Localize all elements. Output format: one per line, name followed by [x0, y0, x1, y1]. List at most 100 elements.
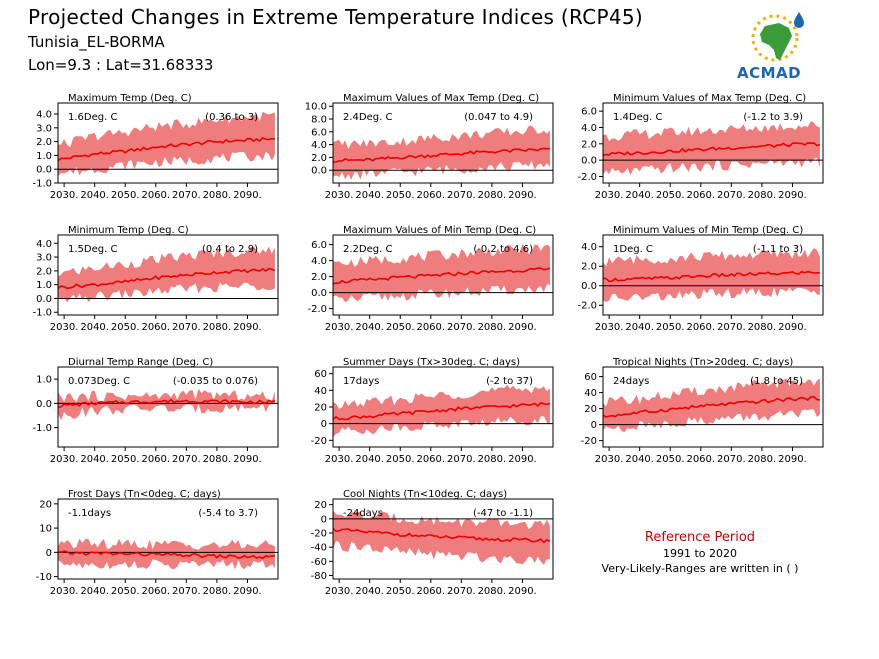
- panel-summary: 2.2Deg. C: [343, 244, 392, 255]
- x-tick-label: 2040.: [80, 454, 109, 465]
- y-tick-label: -60: [311, 557, 327, 568]
- acmad-logo-text: ACMAD: [737, 64, 802, 82]
- median-line: [58, 550, 275, 560]
- y-tick-label: 2.0: [36, 266, 52, 277]
- y-tick-label: 2.0: [311, 272, 327, 283]
- x-tick-label: 2040.: [625, 454, 654, 465]
- plot-frame: [332, 498, 554, 580]
- africa-map-icon: [760, 23, 792, 60]
- x-tick-label: 2070.: [447, 190, 476, 201]
- plot-frame: [57, 498, 279, 580]
- x-tick-label: 2040.: [355, 322, 384, 333]
- plot-frame: [332, 234, 554, 316]
- panel-title: Maximum Temp (Deg. C): [68, 93, 192, 104]
- x-tick-label: 2030.: [595, 454, 624, 465]
- median-line: [58, 136, 275, 162]
- x-tick-label: 2040.: [80, 586, 109, 597]
- x-tick-label: 2080.: [203, 586, 232, 597]
- panel-range: (-47 to -1.1): [473, 508, 533, 519]
- y-tick-label: -10: [36, 572, 52, 583]
- median-line: [333, 401, 551, 421]
- x-tick-label: 2080.: [748, 190, 777, 201]
- panel-title: Minimum Values of Min Temp (Deg. C): [613, 225, 803, 236]
- median-line: [603, 395, 820, 418]
- reference-heading: Reference Period: [644, 530, 756, 545]
- y-tick-label: 20: [584, 404, 597, 415]
- y-tick-label: -20: [311, 436, 327, 447]
- y-tick-label: 4.0: [311, 140, 327, 151]
- x-tick-label: 2040.: [355, 454, 384, 465]
- panel-summary: -24days: [343, 508, 383, 519]
- x-tick-label: 2050.: [386, 586, 415, 597]
- x-tick-label: 2060.: [686, 454, 715, 465]
- panel-title: Maximum Values of Max Temp (Deg. C): [343, 93, 539, 104]
- x-tick-label: 2070.: [172, 454, 201, 465]
- panel-range: (-1.2 to 3.9): [743, 112, 803, 123]
- x-tick-label: 2090.: [233, 586, 262, 597]
- x-tick-label: 2060.: [141, 190, 170, 201]
- x-tick-label: 2090.: [233, 190, 262, 201]
- y-tick-label: 0.0: [311, 166, 327, 177]
- y-tick-label: 6.0: [581, 107, 597, 118]
- panel-range: (0.36 to 3): [205, 112, 258, 123]
- chart-panel: -20 0 20 40 60 2030. 2040. 2050. 2060. 2070. 2080.…: [311, 357, 554, 465]
- x-tick-label: 2070.: [447, 586, 476, 597]
- plot-frame: [602, 234, 824, 316]
- panel-title: Maximum Values of Min Temp (Deg. C): [343, 225, 536, 236]
- y-tick-label: 1.0: [36, 280, 52, 291]
- x-tick-label: 2040.: [625, 322, 654, 333]
- y-tick-label: 1.0: [36, 375, 52, 386]
- plot-frame: [57, 366, 279, 448]
- x-tick-label: 2070.: [447, 322, 476, 333]
- median-line: [333, 147, 550, 163]
- y-tick-label: 4.0: [581, 123, 597, 134]
- y-tick-label: 0.0: [581, 156, 597, 167]
- y-tick-label: 0.0: [311, 288, 327, 299]
- x-tick-label: 2080.: [478, 322, 507, 333]
- x-tick-label: 2050.: [386, 322, 415, 333]
- panel-summary: 1.5Deg. C: [68, 244, 117, 255]
- panel-range: (-0.035 to 0.076): [173, 376, 258, 387]
- x-tick-label: 2080.: [478, 190, 507, 201]
- panel-range: (-2 to 37): [486, 376, 533, 387]
- x-tick-label: 2080.: [203, 454, 232, 465]
- x-tick-label: 2060.: [416, 190, 445, 201]
- reference-note: Reference Period 1991 to 2020 Very-Likel…: [560, 530, 840, 575]
- x-tick-label: 2090.: [508, 586, 537, 597]
- x-tick-label: 2090.: [233, 454, 262, 465]
- y-tick-label: 0.0: [581, 281, 597, 292]
- y-tick-label: -1.0: [32, 423, 52, 434]
- x-tick-label: 2050.: [656, 322, 685, 333]
- x-tick-label: 2080.: [478, 586, 507, 597]
- x-tick-label: 2050.: [386, 454, 415, 465]
- x-tick-label: 2040.: [80, 322, 109, 333]
- y-tick-label: -40: [311, 543, 327, 554]
- y-tick-label: 40: [314, 386, 327, 397]
- y-tick-label: 3.0: [36, 123, 52, 134]
- x-tick-label: 2040.: [625, 190, 654, 201]
- y-tick-label: 4.0: [36, 239, 52, 250]
- water-drop-icon: [794, 12, 804, 28]
- y-tick-label: 20: [314, 403, 327, 414]
- x-tick-label: 2030.: [50, 190, 79, 201]
- x-tick-label: 2070.: [717, 322, 746, 333]
- x-tick-label: 2090.: [508, 322, 537, 333]
- panel-range: (-1.1 to 3): [753, 244, 803, 255]
- site-coordinates: Lon=9.3 : Lat=31.68333: [28, 56, 214, 74]
- panel-summary: 24days: [613, 376, 649, 387]
- median-line: [333, 267, 551, 285]
- x-tick-label: 2030.: [50, 586, 79, 597]
- x-tick-label: 2030.: [325, 454, 354, 465]
- y-tick-label: 8.0: [311, 115, 327, 126]
- y-tick-label: 2.0: [581, 262, 597, 273]
- x-tick-label: 2050.: [656, 454, 685, 465]
- x-tick-label: 2070.: [172, 322, 201, 333]
- y-tick-label: 4.0: [311, 256, 327, 267]
- y-tick-label: 3.0: [36, 253, 52, 264]
- panel-title: Summer Days (Tx>30deg. C; days): [343, 357, 520, 368]
- x-tick-label: 2090.: [778, 190, 807, 201]
- site-name: Tunisia_EL-BORMA: [28, 33, 165, 51]
- y-tick-label: 0: [46, 548, 52, 559]
